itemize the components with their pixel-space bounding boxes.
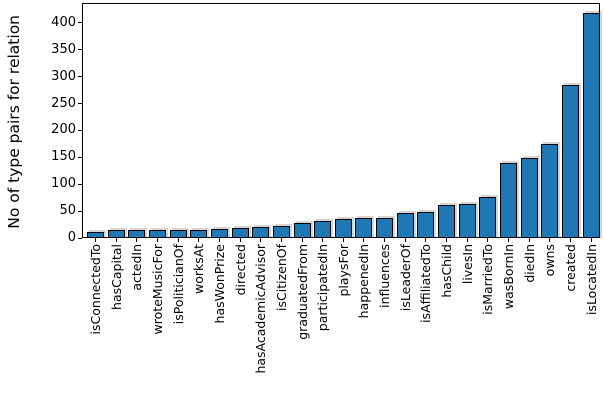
x-tick-label: happenedIn — [356, 244, 372, 319]
bar-isLeaderOf — [396, 213, 414, 238]
x-tick — [569, 238, 571, 242]
bar-diedIn — [520, 158, 538, 238]
bar-isCitizenOf — [272, 226, 290, 238]
x-tick-label: actedIn — [129, 244, 145, 291]
bar-worksAt — [190, 230, 208, 238]
x-tick — [487, 238, 489, 242]
x-tick — [446, 238, 448, 242]
y-tick-label: 50 — [59, 203, 76, 219]
bar-hasWonPrize — [210, 229, 228, 238]
x-tick-label: owns — [542, 244, 558, 277]
x-tick-label: hasAcademicAdvisor — [253, 244, 269, 374]
x-tick-label: isAffiliatedTo — [418, 244, 434, 323]
x-tick-label: playsFor — [335, 244, 351, 297]
y-tick-label: 200 — [51, 122, 76, 138]
x-tick — [198, 238, 200, 242]
x-tick-label: isMarriedTo — [480, 244, 496, 315]
x-tick — [590, 238, 592, 242]
x-tick-label: wasBornIn — [501, 244, 516, 310]
bar-happenedIn — [355, 218, 373, 238]
bar-actedIn — [128, 230, 146, 238]
y-tick-label: 400 — [51, 14, 76, 30]
x-tick — [322, 238, 324, 242]
x-tick — [549, 238, 551, 242]
x-tick-label: wroteMusicFor — [149, 244, 165, 335]
bar-created — [561, 85, 579, 238]
x-tick — [425, 238, 427, 242]
x-tick — [404, 238, 406, 242]
y-tick-label: 300 — [51, 68, 76, 84]
x-tick-label: influences — [377, 244, 393, 308]
x-tick — [301, 238, 303, 242]
x-tick — [363, 238, 365, 242]
x-tick — [384, 238, 386, 242]
y-axis-label: No of type pairs for relation — [5, 15, 23, 229]
bar-isPoliticianOf — [169, 230, 187, 238]
x-tick-label: isPoliticianOf — [170, 244, 186, 325]
x-tick-label: livesIn — [459, 244, 475, 285]
x-tick-label: isConnectedTo — [88, 244, 103, 335]
bar-hasAcademicAdvisor — [252, 227, 270, 238]
x-tick — [218, 238, 220, 242]
x-tick-label: hasWonPrize — [211, 244, 227, 324]
x-tick-label: isCitizenOf — [273, 244, 289, 311]
x-tick-label: created — [562, 244, 578, 292]
bar-influences — [376, 218, 394, 238]
y-tick — [78, 237, 82, 239]
x-tick-label: hasCapital — [108, 244, 124, 310]
x-tick-label: graduatedFrom — [294, 244, 310, 340]
bar-livesIn — [458, 204, 476, 238]
x-tick-label: hasChild — [439, 244, 455, 298]
bar-isLocatedIn — [582, 13, 600, 238]
y-tick — [78, 129, 82, 131]
x-tick — [466, 238, 468, 242]
x-tick-label: isLeaderOf — [397, 244, 413, 312]
y-tick — [78, 103, 82, 105]
bar-graduatedFrom — [293, 223, 311, 238]
x-tick-label: directed — [232, 244, 248, 296]
x-tick — [508, 238, 509, 242]
bar-wroteMusicFor — [148, 230, 166, 238]
y-tick-label: 150 — [51, 149, 76, 165]
x-tick-label: isLocatedIn — [583, 244, 599, 316]
x-tick — [177, 238, 179, 242]
x-tick — [136, 238, 138, 242]
bar-hasChild — [438, 205, 456, 238]
x-tick — [239, 238, 241, 242]
y-tick — [78, 210, 82, 212]
y-tick-label: 250 — [51, 95, 76, 111]
bar-hasCapital — [107, 230, 125, 238]
y-tick-label: 0 — [67, 230, 76, 245]
y-tick — [78, 49, 82, 51]
x-tick-label: participatedIn — [315, 244, 331, 332]
x-tick — [115, 238, 117, 242]
y-tick — [78, 76, 82, 78]
x-tick-label: diedIn — [521, 244, 537, 283]
bar-owns — [541, 144, 559, 238]
x-tick — [95, 238, 96, 242]
bar-playsFor — [334, 219, 352, 238]
bar-participatedIn — [314, 221, 332, 238]
x-tick-label: worksAt — [191, 244, 207, 294]
y-tick-label: 350 — [51, 41, 76, 57]
x-tick — [280, 238, 282, 242]
bar-wasBornIn — [500, 163, 517, 238]
y-tick — [78, 156, 82, 158]
x-tick — [260, 238, 262, 242]
x-tick — [528, 238, 530, 242]
x-tick — [156, 238, 158, 242]
x-tick — [342, 238, 344, 242]
bar-isMarriedTo — [479, 197, 497, 238]
y-tick-label: 100 — [51, 176, 76, 192]
bar-directed — [231, 228, 249, 238]
bar-isAffiliatedTo — [417, 212, 435, 238]
y-tick — [78, 183, 82, 185]
y-tick — [78, 22, 82, 24]
